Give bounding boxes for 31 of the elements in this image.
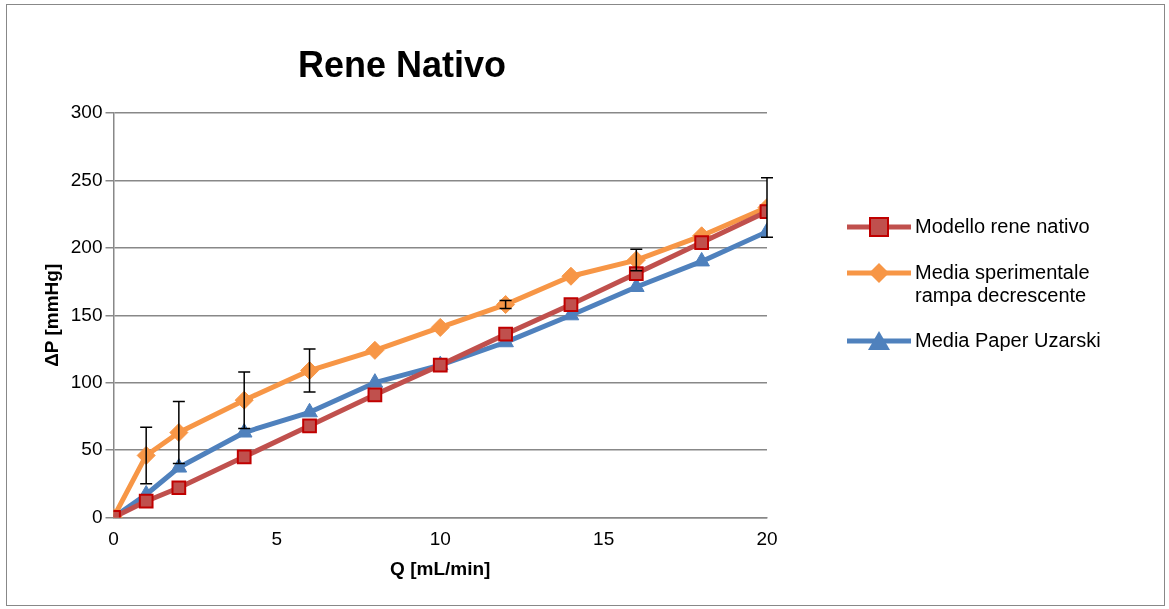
point [365, 340, 385, 360]
point [171, 480, 187, 496]
point [236, 449, 252, 465]
y-tick-label: 0 [91, 505, 103, 527]
y-tick-label: 150 [70, 303, 103, 325]
x-axis-title: Q [mL/min] [390, 557, 491, 579]
y-tick-label: 250 [70, 168, 103, 190]
point [367, 387, 383, 403]
point [563, 297, 579, 312]
point [138, 493, 154, 509]
point [301, 402, 318, 418]
point [694, 235, 710, 250]
y-tick-label: 50 [81, 438, 103, 460]
point [430, 317, 450, 337]
x-tick-label: 0 [108, 528, 119, 550]
y-tick-label: 100 [70, 370, 103, 392]
point [561, 266, 581, 286]
x-tick-label: 10 [429, 528, 451, 550]
x-tick-label: 20 [756, 528, 778, 550]
point [496, 295, 516, 315]
x-tick-label: 15 [593, 528, 615, 550]
point [302, 418, 317, 434]
legend-label: Modello rene nativo [915, 215, 1091, 238]
legend-label: Media sperimentale rampa decrescente [915, 261, 1091, 307]
x-tick-label: 5 [271, 528, 283, 550]
y-axis-title: ΔP [mmHg] [40, 263, 62, 367]
legend-label: Media Paper Uzarski [915, 329, 1102, 352]
y-tick-label: 300 [70, 101, 103, 123]
chart-title: Rene Nativo [297, 43, 507, 85]
y-tick-label: 200 [70, 236, 103, 258]
point [498, 326, 513, 342]
